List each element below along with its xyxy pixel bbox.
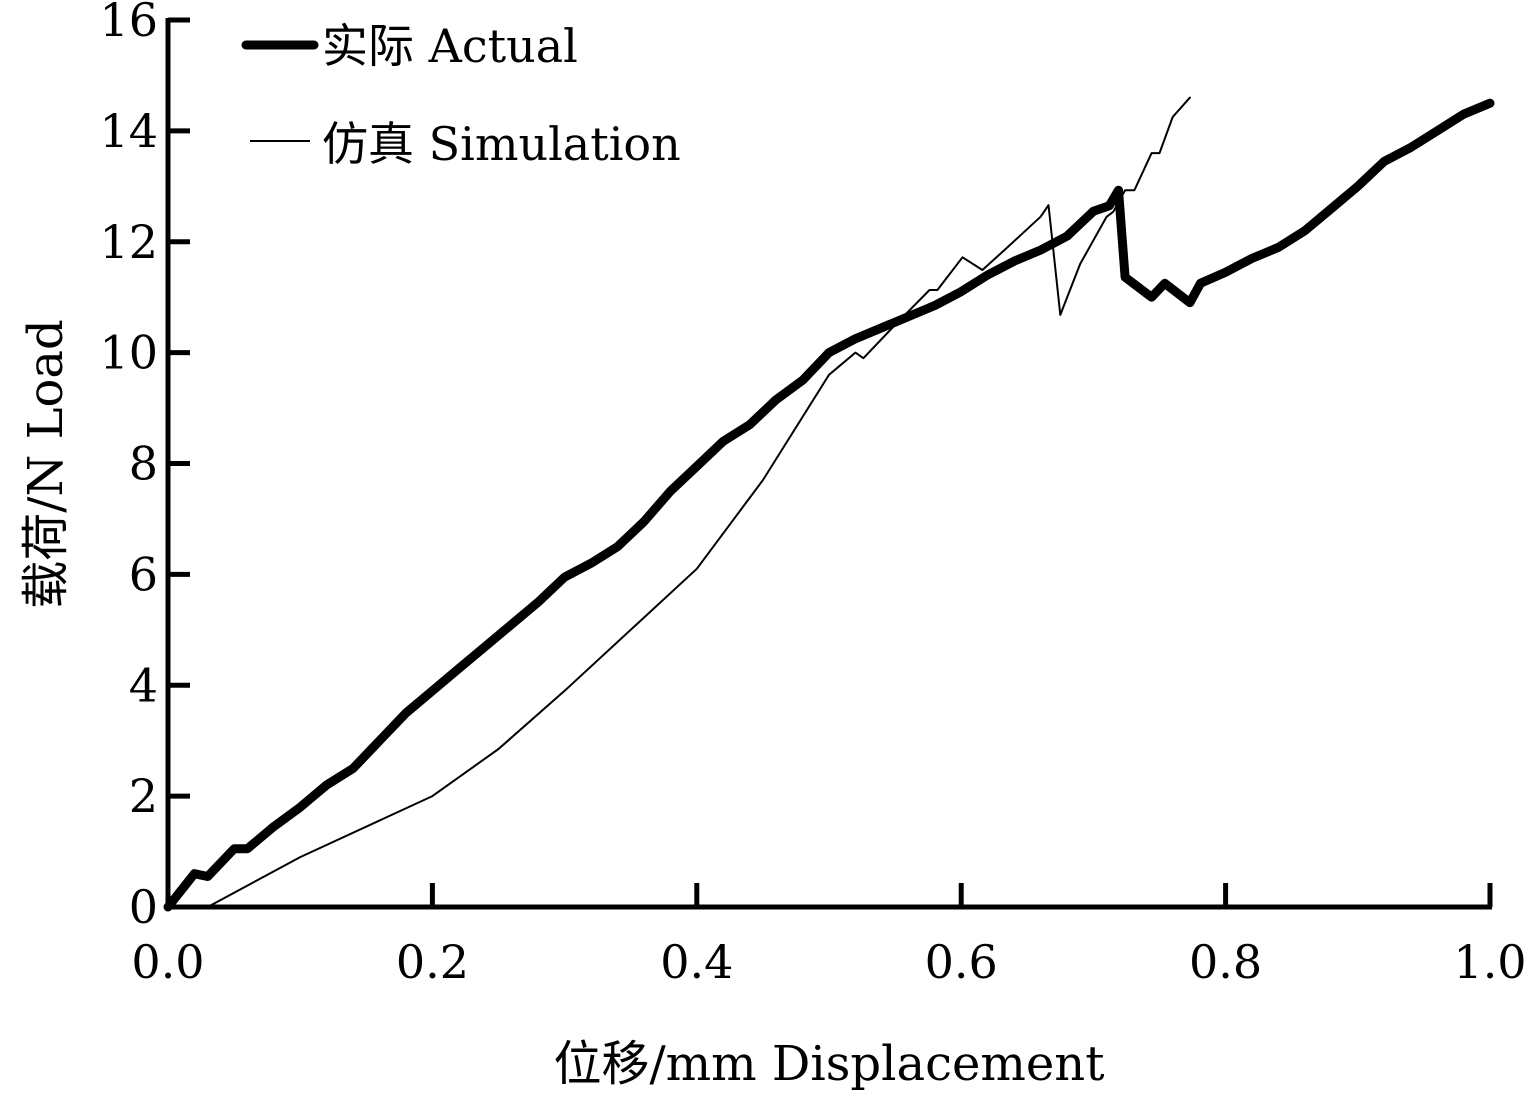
y-tick-label: 12 [99,215,158,269]
x-tick-label: 0.8 [1189,935,1262,989]
x-tick-label: 0.4 [660,935,733,989]
legend-label-actual: 实际 Actual [322,19,578,73]
legend: 实际 Actual 仿真 Simulation [241,19,681,171]
y-tick-label: 2 [129,769,158,823]
x-tick-label: 0.2 [396,935,469,989]
y-tick-label: 6 [129,547,158,601]
y-tick-label: 8 [129,437,158,491]
x-tick-label: 0.0 [131,935,204,989]
y-tick-label: 10 [99,326,158,380]
x-axis-label: 位移/mm Displacement [553,1036,1104,1092]
series-line-simulation [206,96,1191,908]
x-tick-label: 1.0 [1453,935,1526,989]
y-tick-label: 14 [99,104,158,158]
y-tick-label: 0 [129,880,158,934]
x-tick-label: 0.6 [925,935,998,989]
y-tick-label: 4 [129,658,158,712]
y-tick-label: 16 [99,0,158,47]
series-line-actual [163,98,1495,912]
y-axis-label: 载荷/N Load [18,319,74,609]
legend-label-simulation: 仿真 Simulation [322,117,681,171]
